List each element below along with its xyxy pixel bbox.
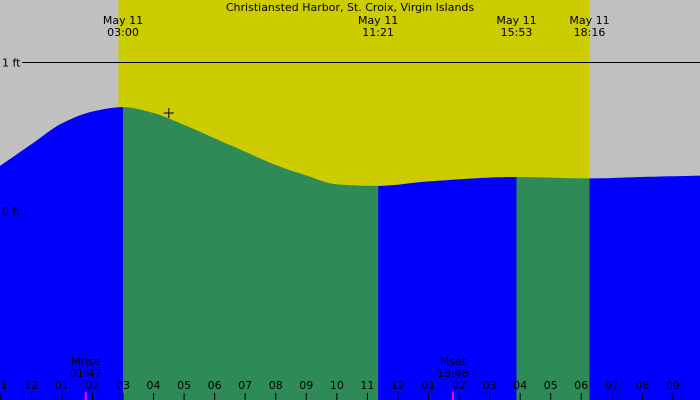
cursor-crosshair-icon (163, 108, 174, 119)
event-time: 18:16 (574, 26, 606, 39)
hour-tick-label: 02 (85, 379, 99, 392)
hour-tick-label: 11 (0, 379, 8, 392)
hour-tick-label: 06 (208, 379, 222, 392)
event-time: 11:21 (362, 26, 394, 39)
tide-segment-falling (516, 177, 590, 400)
hour-tick-label: 09 (666, 379, 680, 392)
event-date: May 11 (569, 14, 609, 27)
level-lines: 1 ft 0 ft (2, 56, 700, 218)
event-time: 03:00 (107, 26, 139, 39)
tide-segment-rising (378, 177, 517, 400)
hour-tick-label: 04 (513, 379, 527, 392)
moon-event-time: 01:47 (70, 367, 102, 380)
chart-title: Christiansted Harbor, St. Croix, Virgin … (226, 1, 475, 14)
hour-tick-label: 12 (24, 379, 38, 392)
hour-tick-label: 05 (177, 379, 191, 392)
tide-segment-rising (589, 175, 700, 400)
hour-tick-label: 06 (574, 379, 588, 392)
hour-tick-label: 05 (544, 379, 558, 392)
hour-tick-label: 12 (391, 379, 405, 392)
hour-tick-label: 07 (605, 379, 619, 392)
hour-tick-label: 09 (299, 379, 313, 392)
hour-tick-label: 10 (330, 379, 344, 392)
hour-tick-label: 08 (269, 379, 283, 392)
tide-areas (0, 107, 700, 400)
hour-tick-label: 01 (55, 379, 69, 392)
level-label: 1 ft (2, 56, 21, 69)
hour-tick-label: 11 (360, 379, 374, 392)
hour-tick-label: 01 (422, 379, 436, 392)
hour-tick-label: 02 (452, 379, 466, 392)
level-label: 0 ft (2, 205, 21, 218)
hour-tick-label: 04 (147, 379, 161, 392)
hour-tick-label: 03 (483, 379, 497, 392)
moon-event-label: Mset (440, 355, 467, 368)
event-date: May 11 (358, 14, 398, 27)
hour-ticks: 11 12 01 02 03 04 05 06 07 08 09 10 11 12 01 02 03 04 05 06… (0, 379, 680, 400)
moon-event-time: 13:48 (437, 367, 469, 380)
tide-segment-falling (123, 107, 379, 400)
event-date: May 11 (103, 14, 143, 27)
hour-tick-label: 07 (238, 379, 252, 392)
moon-event-label: Mrise (71, 355, 101, 368)
event-time: 15:53 (501, 26, 533, 39)
hour-tick-label: 08 (635, 379, 649, 392)
hour-tick-label: 03 (116, 379, 130, 392)
event-date: May 11 (496, 14, 536, 27)
tide-segment-rising (0, 107, 123, 400)
